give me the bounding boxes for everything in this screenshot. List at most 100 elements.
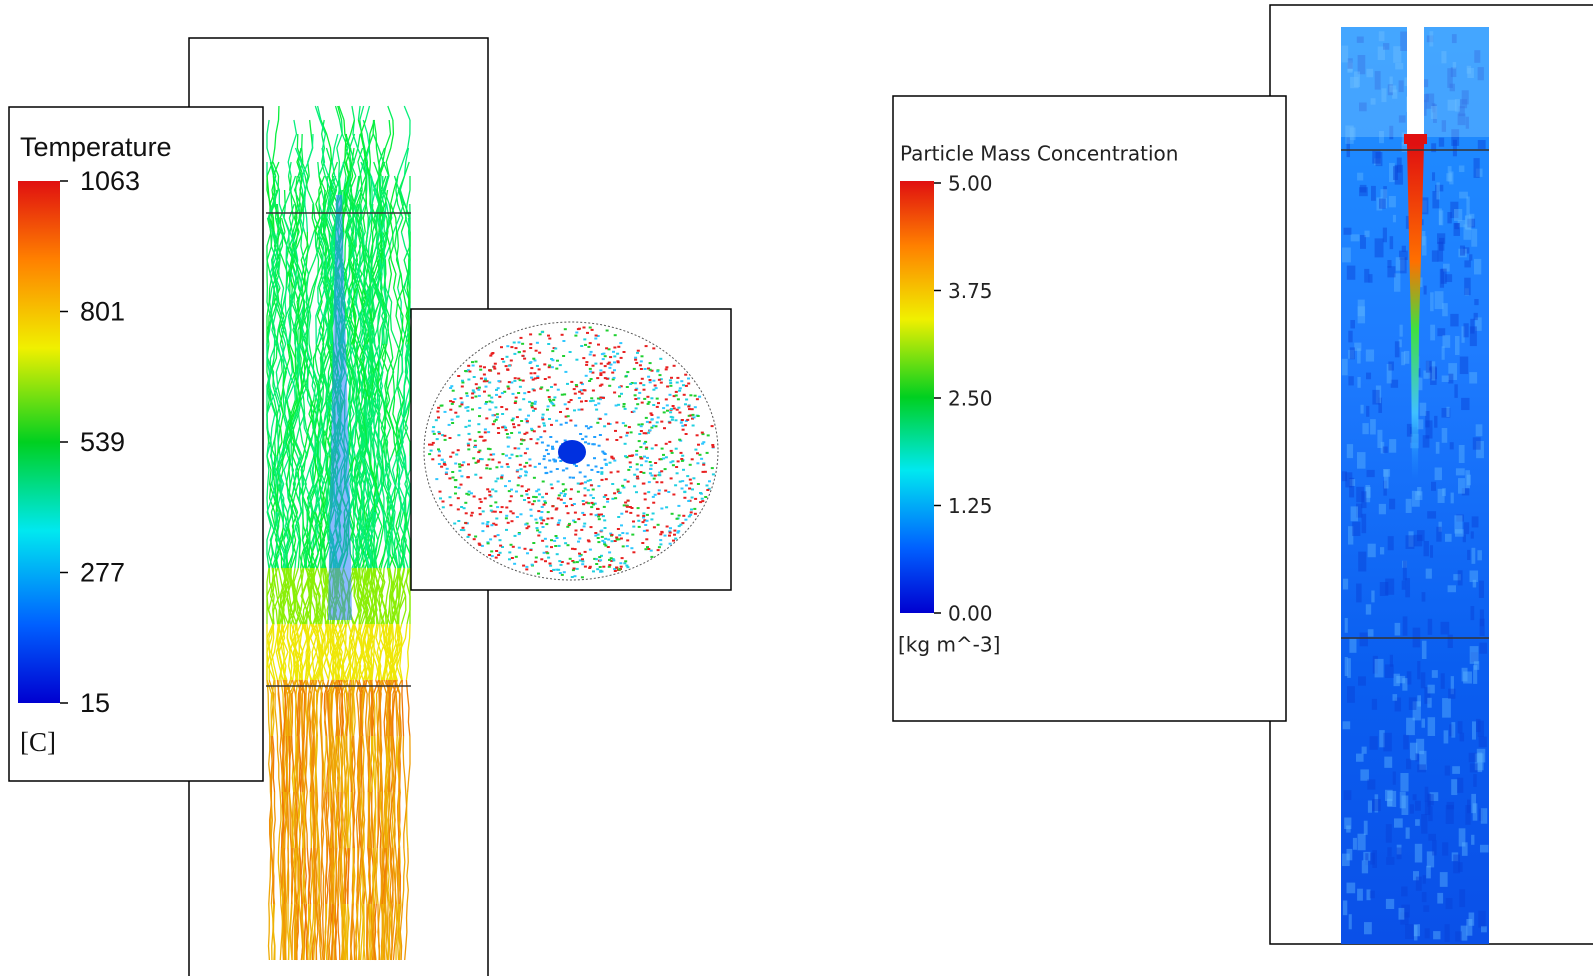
- particle: [680, 452, 683, 454]
- streamline: [292, 848, 293, 904]
- texture-cell: [1428, 685, 1435, 694]
- particle: [684, 374, 687, 376]
- streamline: [269, 904, 270, 960]
- particle: [704, 471, 707, 473]
- particle: [488, 409, 491, 411]
- colorbar: [18, 181, 60, 703]
- tick-label: 3.75: [948, 279, 993, 303]
- particle: [478, 415, 481, 417]
- particle: [541, 540, 544, 542]
- texture-cell: [1362, 423, 1368, 434]
- particle: [514, 402, 517, 404]
- particle: [468, 371, 471, 373]
- particle: [544, 502, 547, 504]
- texture-cell: [1357, 377, 1360, 388]
- particle: [502, 361, 505, 363]
- texture-cell: [1440, 872, 1448, 887]
- particle: [536, 365, 539, 367]
- particle: [587, 464, 590, 466]
- particle: [455, 454, 458, 456]
- particle: [564, 403, 567, 405]
- particle: [667, 491, 670, 493]
- texture-cell: [1383, 733, 1391, 752]
- texture-cell: [1342, 248, 1351, 263]
- particle: [552, 459, 555, 461]
- particle: [626, 566, 629, 568]
- texture-cell: [1469, 753, 1477, 762]
- texture-cell: [1478, 911, 1485, 928]
- texture-cell: [1432, 840, 1436, 855]
- texture-cell: [1358, 306, 1365, 323]
- texture-cell: [1360, 769, 1369, 780]
- particle: [532, 410, 535, 412]
- texture-cell: [1459, 166, 1465, 173]
- particle: [587, 443, 590, 445]
- tick-label: 15: [80, 688, 110, 718]
- texture-cell: [1383, 228, 1387, 243]
- particle: [444, 411, 447, 413]
- particle: [509, 500, 512, 502]
- particle: [644, 498, 647, 500]
- particle: [491, 459, 494, 461]
- texture-cell: [1421, 672, 1426, 688]
- texture-cell: [1362, 747, 1367, 754]
- particle: [520, 420, 523, 422]
- particle: [530, 405, 533, 407]
- particle: [610, 364, 613, 366]
- particle: [502, 453, 505, 455]
- particle: [597, 471, 600, 473]
- streamline: [288, 848, 289, 904]
- particle: [462, 527, 465, 529]
- particle: [538, 426, 541, 428]
- particle: [592, 489, 595, 491]
- particle: [619, 562, 622, 564]
- particle: [650, 518, 653, 520]
- particle: [492, 423, 495, 425]
- texture-cell: [1393, 694, 1398, 701]
- texture-cell: [1435, 291, 1444, 309]
- texture-cell: [1474, 158, 1480, 178]
- particle: [590, 526, 593, 528]
- particle: [677, 530, 680, 532]
- particle: [437, 407, 440, 409]
- particle: [572, 477, 575, 479]
- particle: [544, 538, 547, 540]
- texture-cell: [1358, 676, 1366, 685]
- particle: [432, 426, 435, 428]
- particle: [557, 524, 560, 526]
- particle: [537, 535, 540, 537]
- particle: [602, 358, 605, 360]
- particle: [537, 510, 540, 512]
- texture-cell: [1447, 212, 1451, 223]
- texture-cell: [1357, 173, 1363, 181]
- particle: [460, 403, 463, 405]
- particle: [552, 569, 555, 571]
- particle: [506, 345, 509, 347]
- texture-cell: [1450, 442, 1454, 449]
- particle: [598, 518, 601, 520]
- particle: [595, 563, 598, 565]
- particle: [520, 337, 523, 339]
- particle: [616, 539, 619, 541]
- particle: [506, 369, 509, 371]
- streamline: [368, 736, 369, 792]
- particle: [543, 458, 546, 460]
- particle: [524, 452, 527, 454]
- particle: [617, 471, 620, 473]
- particle: [436, 411, 439, 413]
- particle: [507, 386, 510, 388]
- particle: [581, 563, 584, 565]
- texture-cell: [1412, 491, 1420, 507]
- particle: [659, 533, 662, 535]
- particle: [617, 528, 620, 530]
- particle: [595, 514, 598, 516]
- particle: [637, 397, 640, 399]
- particle: [645, 417, 648, 419]
- particle: [468, 534, 471, 536]
- particle: [581, 558, 584, 560]
- texture-cell: [1456, 468, 1465, 475]
- particle: [546, 552, 549, 554]
- particle: [454, 493, 457, 495]
- particle: [639, 446, 642, 448]
- particle: [602, 397, 605, 399]
